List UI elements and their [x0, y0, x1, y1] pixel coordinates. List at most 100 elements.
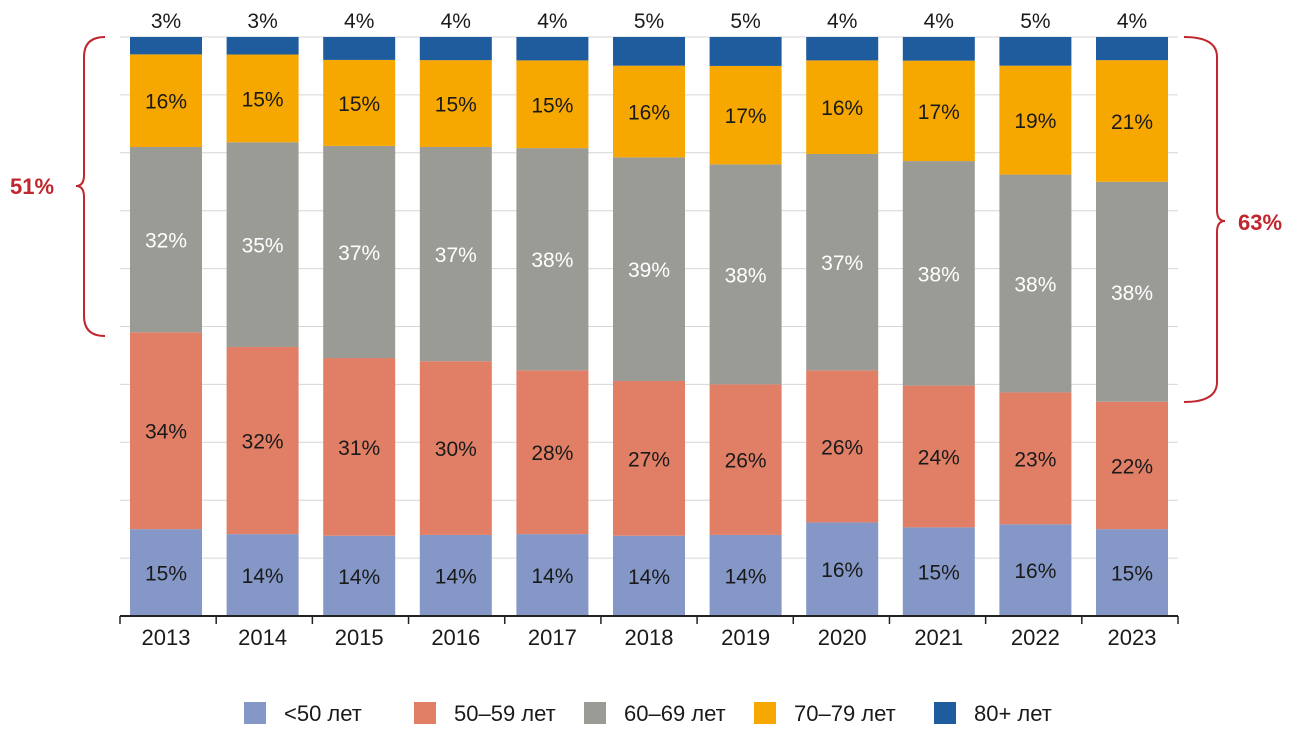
bar-column-2016: 14% 30% 37% 15% 4%	[419, 10, 492, 616]
bar-segment	[709, 65, 782, 165]
x-tick-label: 2022	[1011, 625, 1060, 650]
bar-segment	[1096, 181, 1168, 402]
legend-label: 70–79 лет	[794, 701, 896, 726]
bar-segment	[323, 59, 396, 146]
data-label: 4%	[344, 10, 374, 33]
legend-item: 60–69 лет	[584, 701, 726, 726]
data-label: 37%	[435, 244, 477, 267]
legend-swatch	[934, 702, 956, 724]
data-label: 15%	[338, 93, 380, 116]
data-label: 31%	[338, 437, 380, 460]
bar-segment	[902, 37, 975, 61]
bar-segment	[709, 37, 782, 66]
bar-segment	[806, 370, 879, 523]
data-label: 26%	[821, 436, 863, 459]
bar-column-2023: 15% 22% 38% 21% 4%	[1096, 10, 1168, 616]
bar-segment	[419, 361, 492, 535]
bar-segment	[419, 534, 492, 616]
bar-segment	[419, 60, 492, 148]
bar-segment	[902, 161, 975, 386]
data-label: 5%	[730, 10, 760, 33]
data-label: 4%	[441, 10, 471, 33]
x-tick-label: 2018	[625, 625, 674, 650]
data-label: 37%	[338, 242, 380, 265]
legend-label: <50 лет	[284, 701, 362, 726]
bar-column-2018: 14% 27% 39% 16% 5%	[613, 10, 685, 616]
bar-segment	[226, 54, 299, 143]
bar-segment	[323, 358, 396, 536]
legend-swatch	[414, 702, 436, 724]
bar-segment	[1096, 60, 1168, 182]
data-label: 15%	[435, 94, 477, 117]
bar-segment	[613, 535, 685, 616]
data-label: 4%	[827, 10, 857, 33]
data-label: 16%	[628, 102, 670, 125]
bar-segment	[516, 370, 589, 535]
bar-segment	[709, 534, 782, 616]
data-label: 5%	[634, 10, 664, 33]
bar-segment	[709, 164, 782, 385]
data-label: 32%	[145, 230, 187, 253]
data-label: 4%	[924, 10, 954, 33]
data-label: 4%	[1117, 10, 1147, 33]
bar-segment	[999, 524, 1072, 616]
left-bracket	[75, 36, 106, 337]
data-label: 17%	[725, 105, 767, 128]
data-label: 38%	[1111, 282, 1153, 305]
bar-segment	[1096, 37, 1168, 61]
bar-segment	[1096, 401, 1168, 530]
data-label: 38%	[1014, 274, 1056, 297]
data-label: 14%	[435, 565, 477, 588]
bar-column-2015: 14% 31% 37% 15% 4%	[323, 10, 396, 616]
legend-item: 50–59 лет	[414, 701, 556, 726]
data-label: 16%	[145, 91, 187, 114]
bar-segment	[516, 37, 589, 61]
data-label: 30%	[435, 438, 477, 461]
legend-swatch	[584, 702, 606, 724]
bar-segment	[999, 174, 1072, 393]
bar-segment	[226, 346, 299, 535]
bar-segment	[130, 54, 202, 148]
bar-segment	[999, 37, 1072, 66]
data-label: 34%	[145, 421, 187, 444]
data-label: 27%	[628, 448, 670, 471]
data-label: 28%	[531, 442, 573, 465]
data-label: 14%	[531, 565, 573, 588]
data-label: 23%	[1014, 448, 1056, 471]
bar-segment	[226, 142, 299, 347]
bar-segment	[613, 65, 685, 158]
data-label: 22%	[1111, 455, 1153, 478]
x-tick-label: 2023	[1108, 625, 1157, 650]
data-label: 16%	[1014, 560, 1056, 583]
bar-segment	[323, 145, 396, 359]
bar-segment	[902, 60, 975, 162]
legend-item: <50 лет	[244, 701, 362, 726]
data-label: 24%	[918, 446, 960, 469]
data-label: 35%	[242, 235, 284, 258]
x-tick-label: 2017	[528, 625, 577, 650]
bracket-annotations: 51% 63%	[10, 36, 1282, 403]
bar-segment	[130, 147, 202, 333]
bar-column-2019: 14% 26% 38% 17% 5%	[709, 10, 782, 616]
legend-item: 80+ лет	[934, 701, 1052, 726]
data-label: 14%	[628, 566, 670, 589]
bar-segment	[999, 65, 1072, 175]
bar-column-2013: 15% 34% 32% 16% 3%	[130, 10, 202, 616]
data-label: 5%	[1020, 10, 1050, 33]
bar-segment	[709, 384, 782, 535]
legend-item: 70–79 лет	[754, 701, 896, 726]
bar-column-2017: 14% 28% 38% 15% 4%	[516, 10, 589, 616]
legend-label: 60–69 лет	[624, 701, 726, 726]
data-label: 15%	[918, 562, 960, 585]
bar-segment	[806, 522, 879, 616]
x-tick-label: 2020	[818, 625, 867, 650]
bar-segment	[226, 534, 299, 616]
data-label: 16%	[821, 97, 863, 120]
data-label: 37%	[821, 252, 863, 275]
bar-segment	[323, 535, 396, 616]
x-axis: 2013 2014 2015 2016 2017 2018 2019 2020 2021 2022…	[119, 615, 1179, 650]
x-tick-label: 2019	[721, 625, 770, 650]
bar-segment	[613, 157, 685, 381]
